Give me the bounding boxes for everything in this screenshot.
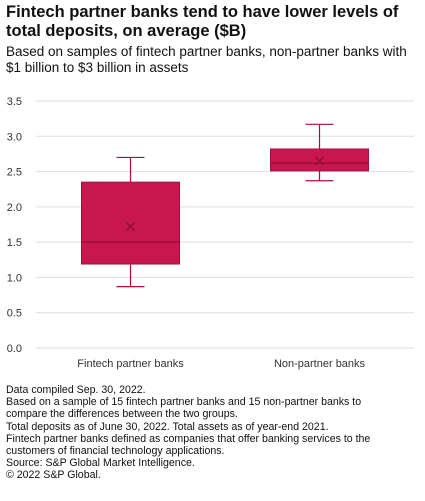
box-plot-chart: 0.0 0.5 1.0 1.5 2.0 2.5 3.0 3.5 Fintech partner …: [7, 96, 414, 370]
y-tick-label: 3.0: [7, 131, 22, 143]
chart-title: Fintech partner banks tend to have lower…: [6, 3, 399, 40]
box-iqr: [81, 181, 180, 265]
y-tick-label: 1.5: [7, 237, 22, 249]
chart-subtitle: Based on samples of fintech partner bank…: [6, 44, 407, 75]
y-tick-label: 2.0: [7, 202, 22, 214]
note-line: Source: S&P Global Market Intelligence.: [6, 457, 195, 470]
note-line: Fintech partner banks defined as compani…: [6, 432, 371, 445]
note-line: Based on a sample of 15 fintech partner …: [6, 396, 362, 409]
y-tick-label: 2.5: [7, 167, 22, 179]
note-line: customers of financial technology applic…: [6, 445, 225, 458]
y-tick-label: 3.5: [7, 96, 22, 108]
note-line: © 2022 S&P Global.: [6, 469, 101, 482]
note-line: Data compiled Sep. 30, 2022.: [6, 384, 146, 396]
mean-marker: [315, 156, 324, 166]
chart-notes: Data compiled Sep. 30, 2022. Based on a …: [6, 384, 421, 482]
x-category-label: Fintech partner banks: [77, 358, 184, 370]
y-tick-label: 0.0: [7, 343, 22, 355]
y-tick-label: 1.0: [7, 272, 22, 284]
note-line: Total deposits as of June 30, 2022. Tota…: [6, 420, 329, 433]
note-line: compare the differences between the two …: [6, 408, 238, 421]
mean-marker: [126, 222, 135, 232]
y-tick-label: 0.5: [7, 308, 22, 320]
x-category-label: Non-partner banks: [274, 358, 366, 370]
box-iqr: [270, 148, 369, 172]
